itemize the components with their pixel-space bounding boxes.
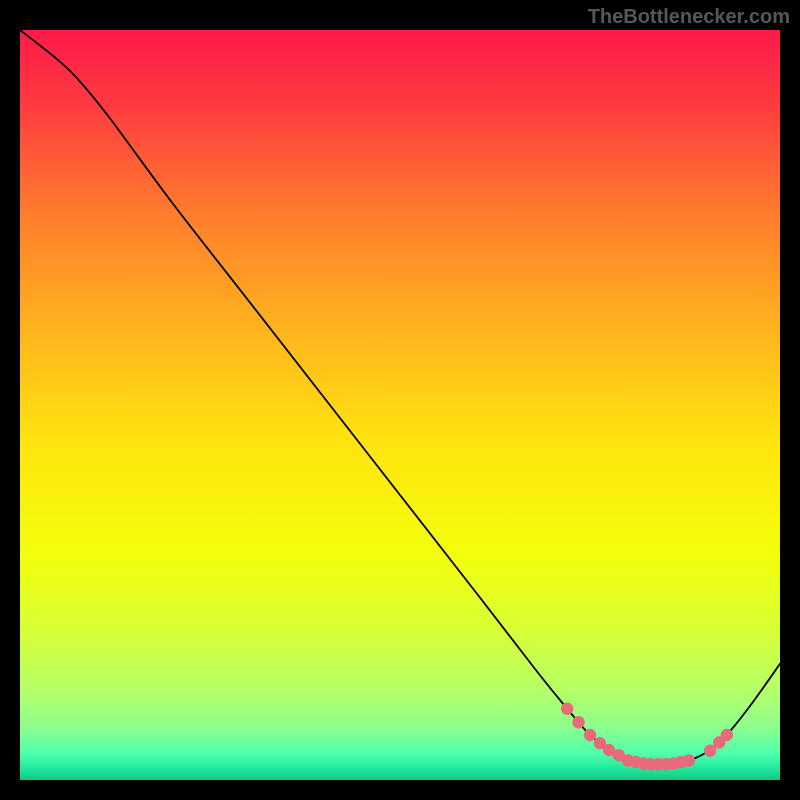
attribution-text: TheBottlenecker.com: [588, 6, 790, 29]
optimal-marker: [721, 729, 733, 741]
optimal-marker: [561, 703, 573, 715]
chart-frame: { "attribution": { "text": "TheBottlenec…: [0, 0, 800, 800]
plot-area: [20, 30, 780, 780]
gradient-background: [20, 30, 780, 780]
chart-svg: [20, 30, 780, 780]
optimal-marker: [572, 716, 584, 728]
optimal-marker: [584, 729, 596, 741]
optimal-marker: [683, 754, 695, 766]
